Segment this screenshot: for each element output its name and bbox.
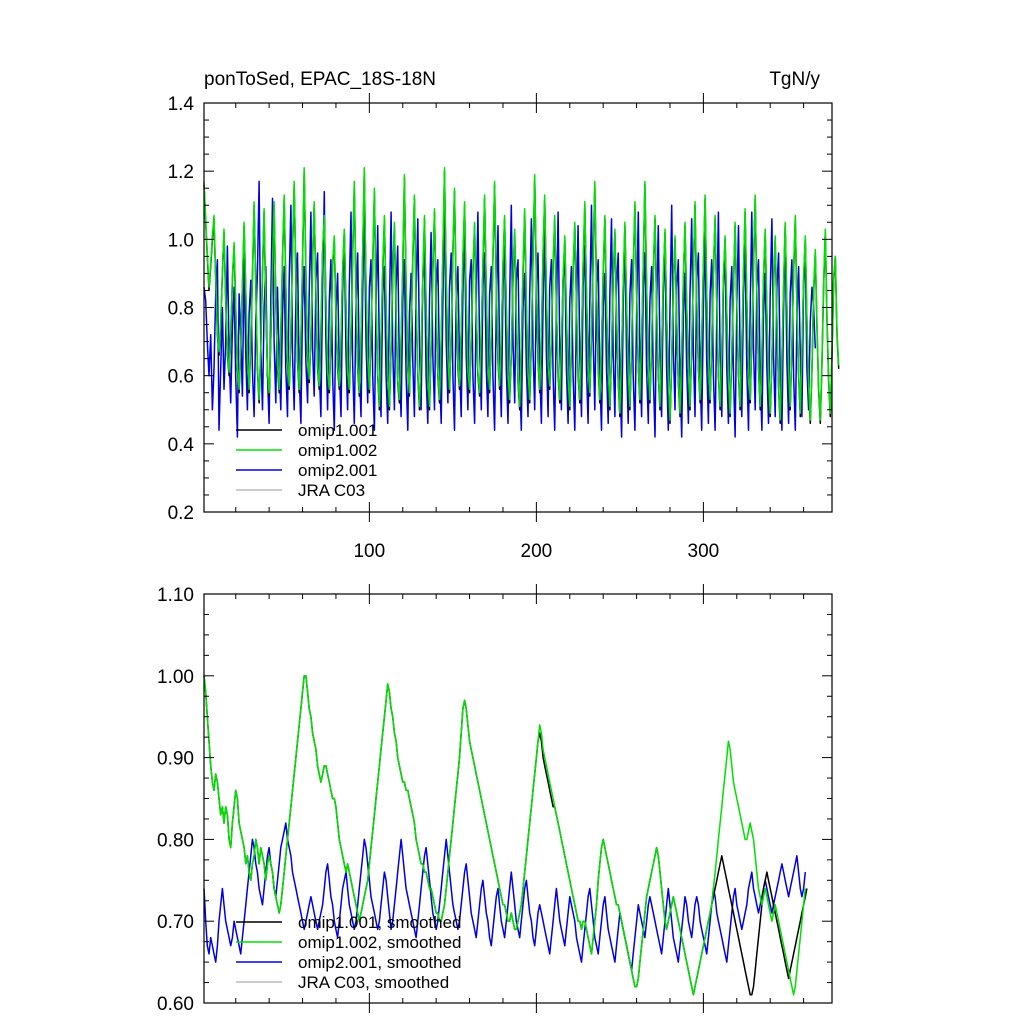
series-line-omip1-002 xyxy=(203,167,840,421)
y-tick-label: 0.4 xyxy=(168,435,195,456)
top-title-left: ponToSed, EPAC_18S-18N xyxy=(204,69,436,90)
legend-label: omip2.001 xyxy=(298,461,377,480)
y-tick-label: 0.2 xyxy=(168,503,194,524)
y-tick-label: 0.6 xyxy=(168,367,194,388)
y-tick-label: 1.10 xyxy=(157,585,194,606)
series-line-omip1-001 xyxy=(203,675,808,996)
y-tick-label: 0.60 xyxy=(157,994,194,1015)
legend-label: omip1.001, smoothed xyxy=(298,913,462,932)
top-panel: ponToSed, EPAC_18S-18N TgN/y 0.2 0.4 0.6 0.… xyxy=(168,69,840,562)
y-tick-label: 1.2 xyxy=(168,162,194,183)
bottom-panel: 0.60 0.70 0.80 0.90 1.00 1.10 omip1.001, smoo… xyxy=(157,584,833,1015)
x-tick-label: 300 xyxy=(688,541,720,562)
y-tick-label: 1.0 xyxy=(168,230,194,251)
series-line-omip1-002 xyxy=(203,675,807,996)
y-tick-label: 0.80 xyxy=(157,830,194,851)
legend-label: omip2.001, smoothed xyxy=(298,953,462,972)
legend-label: JRA C03 xyxy=(298,481,365,500)
top-title-right: TgN/y xyxy=(769,69,820,90)
y-tick-label: 0.90 xyxy=(157,749,194,770)
legend-label: omip1.001 xyxy=(298,421,377,440)
legend-label: omip1.002, smoothed xyxy=(298,933,462,952)
y-tick-label: 1.00 xyxy=(157,667,194,688)
y-tick-label: 1.4 xyxy=(168,94,195,115)
y-tick-label: 0.8 xyxy=(168,299,194,320)
series-line-omip2-001 xyxy=(203,822,807,972)
y-tick-label: 0.70 xyxy=(157,912,194,933)
series-line-omip2-001 xyxy=(203,180,817,438)
legend-label: JRA C03, smoothed xyxy=(298,973,449,992)
x-tick-label: 100 xyxy=(353,541,385,562)
x-tick-label: 200 xyxy=(521,541,553,562)
legend-label: omip1.002 xyxy=(298,441,377,460)
